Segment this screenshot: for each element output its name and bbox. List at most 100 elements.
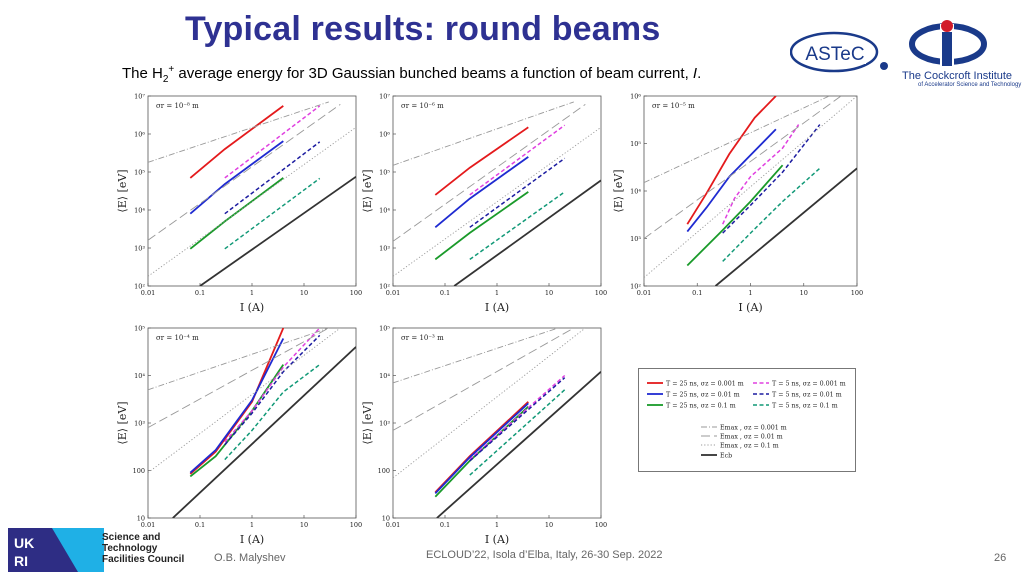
x-tick-label: 100 bbox=[350, 289, 362, 297]
x-tick-label: 0.1 bbox=[692, 289, 702, 297]
y-tick-label: 10 bbox=[382, 515, 390, 523]
x-axis-label: I (A) bbox=[738, 301, 762, 314]
y-tick-label: 10³ bbox=[379, 420, 390, 428]
y-tick-label: 10³ bbox=[134, 420, 145, 428]
legend-label: T = 25 ns, σz = 0.01 m bbox=[666, 392, 740, 399]
x-axis-label: I (A) bbox=[240, 533, 264, 546]
x-tick-label: 0.1 bbox=[440, 521, 450, 529]
subtitle-pre: The H bbox=[122, 65, 163, 82]
y-axis-label: ⟨E⟩ [eV] bbox=[612, 169, 625, 212]
sigma-annotation: σr = 10⁻⁸ m bbox=[156, 102, 199, 110]
series-line bbox=[469, 389, 566, 476]
y-tick-label: 10³ bbox=[630, 235, 641, 243]
chart-sigma-1e-8: 0.01 0.1 1 10 100 10² 10³ 10⁴ 10⁵ 10⁶ 10⁷ σr = 10⁻⁸… bbox=[116, 93, 362, 315]
series-line bbox=[722, 167, 821, 262]
x-tick-label: 100 bbox=[595, 289, 607, 297]
slide-title: Typical results: round beams bbox=[185, 10, 661, 48]
y-tick-label: 10⁶ bbox=[379, 131, 390, 139]
ukri-letters-top: UK bbox=[14, 535, 34, 551]
legend-label: Ecb bbox=[720, 453, 732, 460]
y-tick-label: 10³ bbox=[134, 245, 145, 253]
series-line bbox=[434, 156, 529, 228]
series-line bbox=[199, 175, 356, 286]
plot-sigma-1e-4: 0.01 0.1 1 10 100 10 100 10³ 10⁴ 10⁵ σr = 10⁻⁴ m I … bbox=[112, 318, 362, 548]
sigma-annotation: σr = 10⁻⁶ m bbox=[401, 102, 444, 110]
x-axis-label: I (A) bbox=[485, 533, 509, 546]
footer-author: O.B. Malyshev bbox=[214, 552, 286, 564]
footer-conference: ECLOUD’22, Isola d’Elba, Italy, 26-30 Se… bbox=[426, 549, 663, 561]
slide-subtitle: The H2+ average energy for 3D Gaussian b… bbox=[122, 64, 701, 85]
y-tick-label: 10⁴ bbox=[134, 372, 145, 380]
y-axis-label: ⟨E⟩ [eV] bbox=[361, 169, 374, 212]
y-tick-label: 10⁵ bbox=[379, 169, 390, 177]
ukri-line2: Technology bbox=[102, 543, 158, 554]
series-line bbox=[224, 105, 321, 179]
sigma-annotation: σr = 10⁻³ m bbox=[401, 334, 444, 342]
legend-label: T = 5 ns, σz = 0.01 m bbox=[772, 392, 842, 399]
series-line bbox=[714, 167, 857, 286]
subtitle-end: . bbox=[697, 65, 702, 82]
cockcroft-name: The Cockcroft Institute bbox=[902, 70, 1013, 82]
plot-frame bbox=[643, 95, 858, 287]
series-group bbox=[644, 96, 857, 286]
series-group bbox=[393, 101, 601, 286]
series-line bbox=[644, 96, 830, 184]
series-line bbox=[436, 371, 601, 518]
x-axis-label: I (A) bbox=[240, 301, 264, 314]
sigma-annotation: σr = 10⁻⁴ m bbox=[156, 334, 199, 342]
subtitle-sub: 2 bbox=[162, 74, 169, 85]
x-tick-label: 0.1 bbox=[195, 521, 205, 529]
legend-label: Emax , σz = 0.001 m bbox=[720, 425, 787, 432]
x-tick-label: 0.01 bbox=[386, 521, 400, 529]
x-tick-label: 100 bbox=[595, 521, 607, 529]
series-group bbox=[393, 328, 601, 518]
legend-label: T = 25 ns, σz = 0.1 m bbox=[666, 403, 736, 410]
y-axis-label: ⟨E⟩ [eV] bbox=[116, 169, 129, 212]
y-tick-label: 10 bbox=[137, 515, 145, 523]
x-tick-label: 1 bbox=[495, 289, 499, 297]
x-tick-label: 100 bbox=[851, 289, 863, 297]
legend-entries: T = 25 ns, σz = 0.001 m T = 25 ns, σz = 0… bbox=[647, 381, 846, 460]
x-tick-label: 0.1 bbox=[195, 289, 205, 297]
series-line bbox=[189, 328, 285, 475]
x-axis-label: I (A) bbox=[485, 301, 509, 314]
legend-label: Emax , σz = 0.01 m bbox=[720, 434, 783, 441]
series-line bbox=[393, 328, 586, 479]
plot-frame bbox=[147, 95, 357, 287]
legend-label: T = 5 ns, σz = 0.1 m bbox=[772, 403, 838, 410]
series-line bbox=[469, 377, 566, 462]
y-tick-label: 10⁴ bbox=[379, 207, 390, 215]
y-tick-label: 10⁴ bbox=[134, 207, 145, 215]
chart-legend: T = 25 ns, σz = 0.001 m T = 25 ns, σz = 0… bbox=[638, 368, 856, 472]
x-tick-label: 10 bbox=[800, 289, 808, 297]
series-group bbox=[148, 328, 356, 518]
series-line bbox=[453, 179, 601, 286]
y-tick-label: 100 bbox=[133, 467, 145, 475]
series-line bbox=[469, 157, 566, 228]
chart-sigma-1e-3: 0.01 0.1 1 10 100 10 100 10³ 10⁴ 10⁵ σr = 10⁻³ m I … bbox=[361, 325, 607, 547]
series-line bbox=[434, 191, 529, 261]
series-line bbox=[148, 328, 329, 391]
series-line bbox=[722, 124, 800, 225]
ukri-logo: UK RI bbox=[8, 528, 104, 572]
series-line bbox=[148, 101, 329, 163]
y-tick-label: 10³ bbox=[379, 245, 390, 253]
subtitle-var: I bbox=[692, 65, 698, 82]
series-line bbox=[189, 177, 284, 250]
plot-sigma-1e-3: 0.01 0.1 1 10 100 10 100 10³ 10⁴ 10⁵ σr = 10⁻³ m I … bbox=[357, 318, 607, 548]
series-line bbox=[148, 104, 341, 241]
series-line bbox=[469, 124, 566, 196]
series-line bbox=[189, 140, 284, 215]
cockcroft-subtitle: of Accelerator Science and Technology bbox=[918, 82, 1022, 88]
subtitle-sup: + bbox=[168, 64, 175, 75]
series-line bbox=[189, 338, 285, 474]
legend-label: Emax , σz = 0.1 m bbox=[720, 443, 779, 450]
y-tick-label: 10⁷ bbox=[134, 93, 145, 101]
y-tick-label: 10² bbox=[379, 283, 390, 291]
series-line bbox=[686, 96, 777, 225]
legend-label: T = 25 ns, σz = 0.001 m bbox=[666, 381, 744, 388]
x-tick-label: 0.1 bbox=[440, 289, 450, 297]
y-tick-label: 10² bbox=[630, 283, 641, 291]
chart-sigma-1e-6: 0.01 0.1 1 10 100 10² 10³ 10⁴ 10⁵ 10⁶ 10⁷ σr = 10⁻⁶… bbox=[361, 93, 607, 315]
series-line bbox=[686, 164, 784, 267]
